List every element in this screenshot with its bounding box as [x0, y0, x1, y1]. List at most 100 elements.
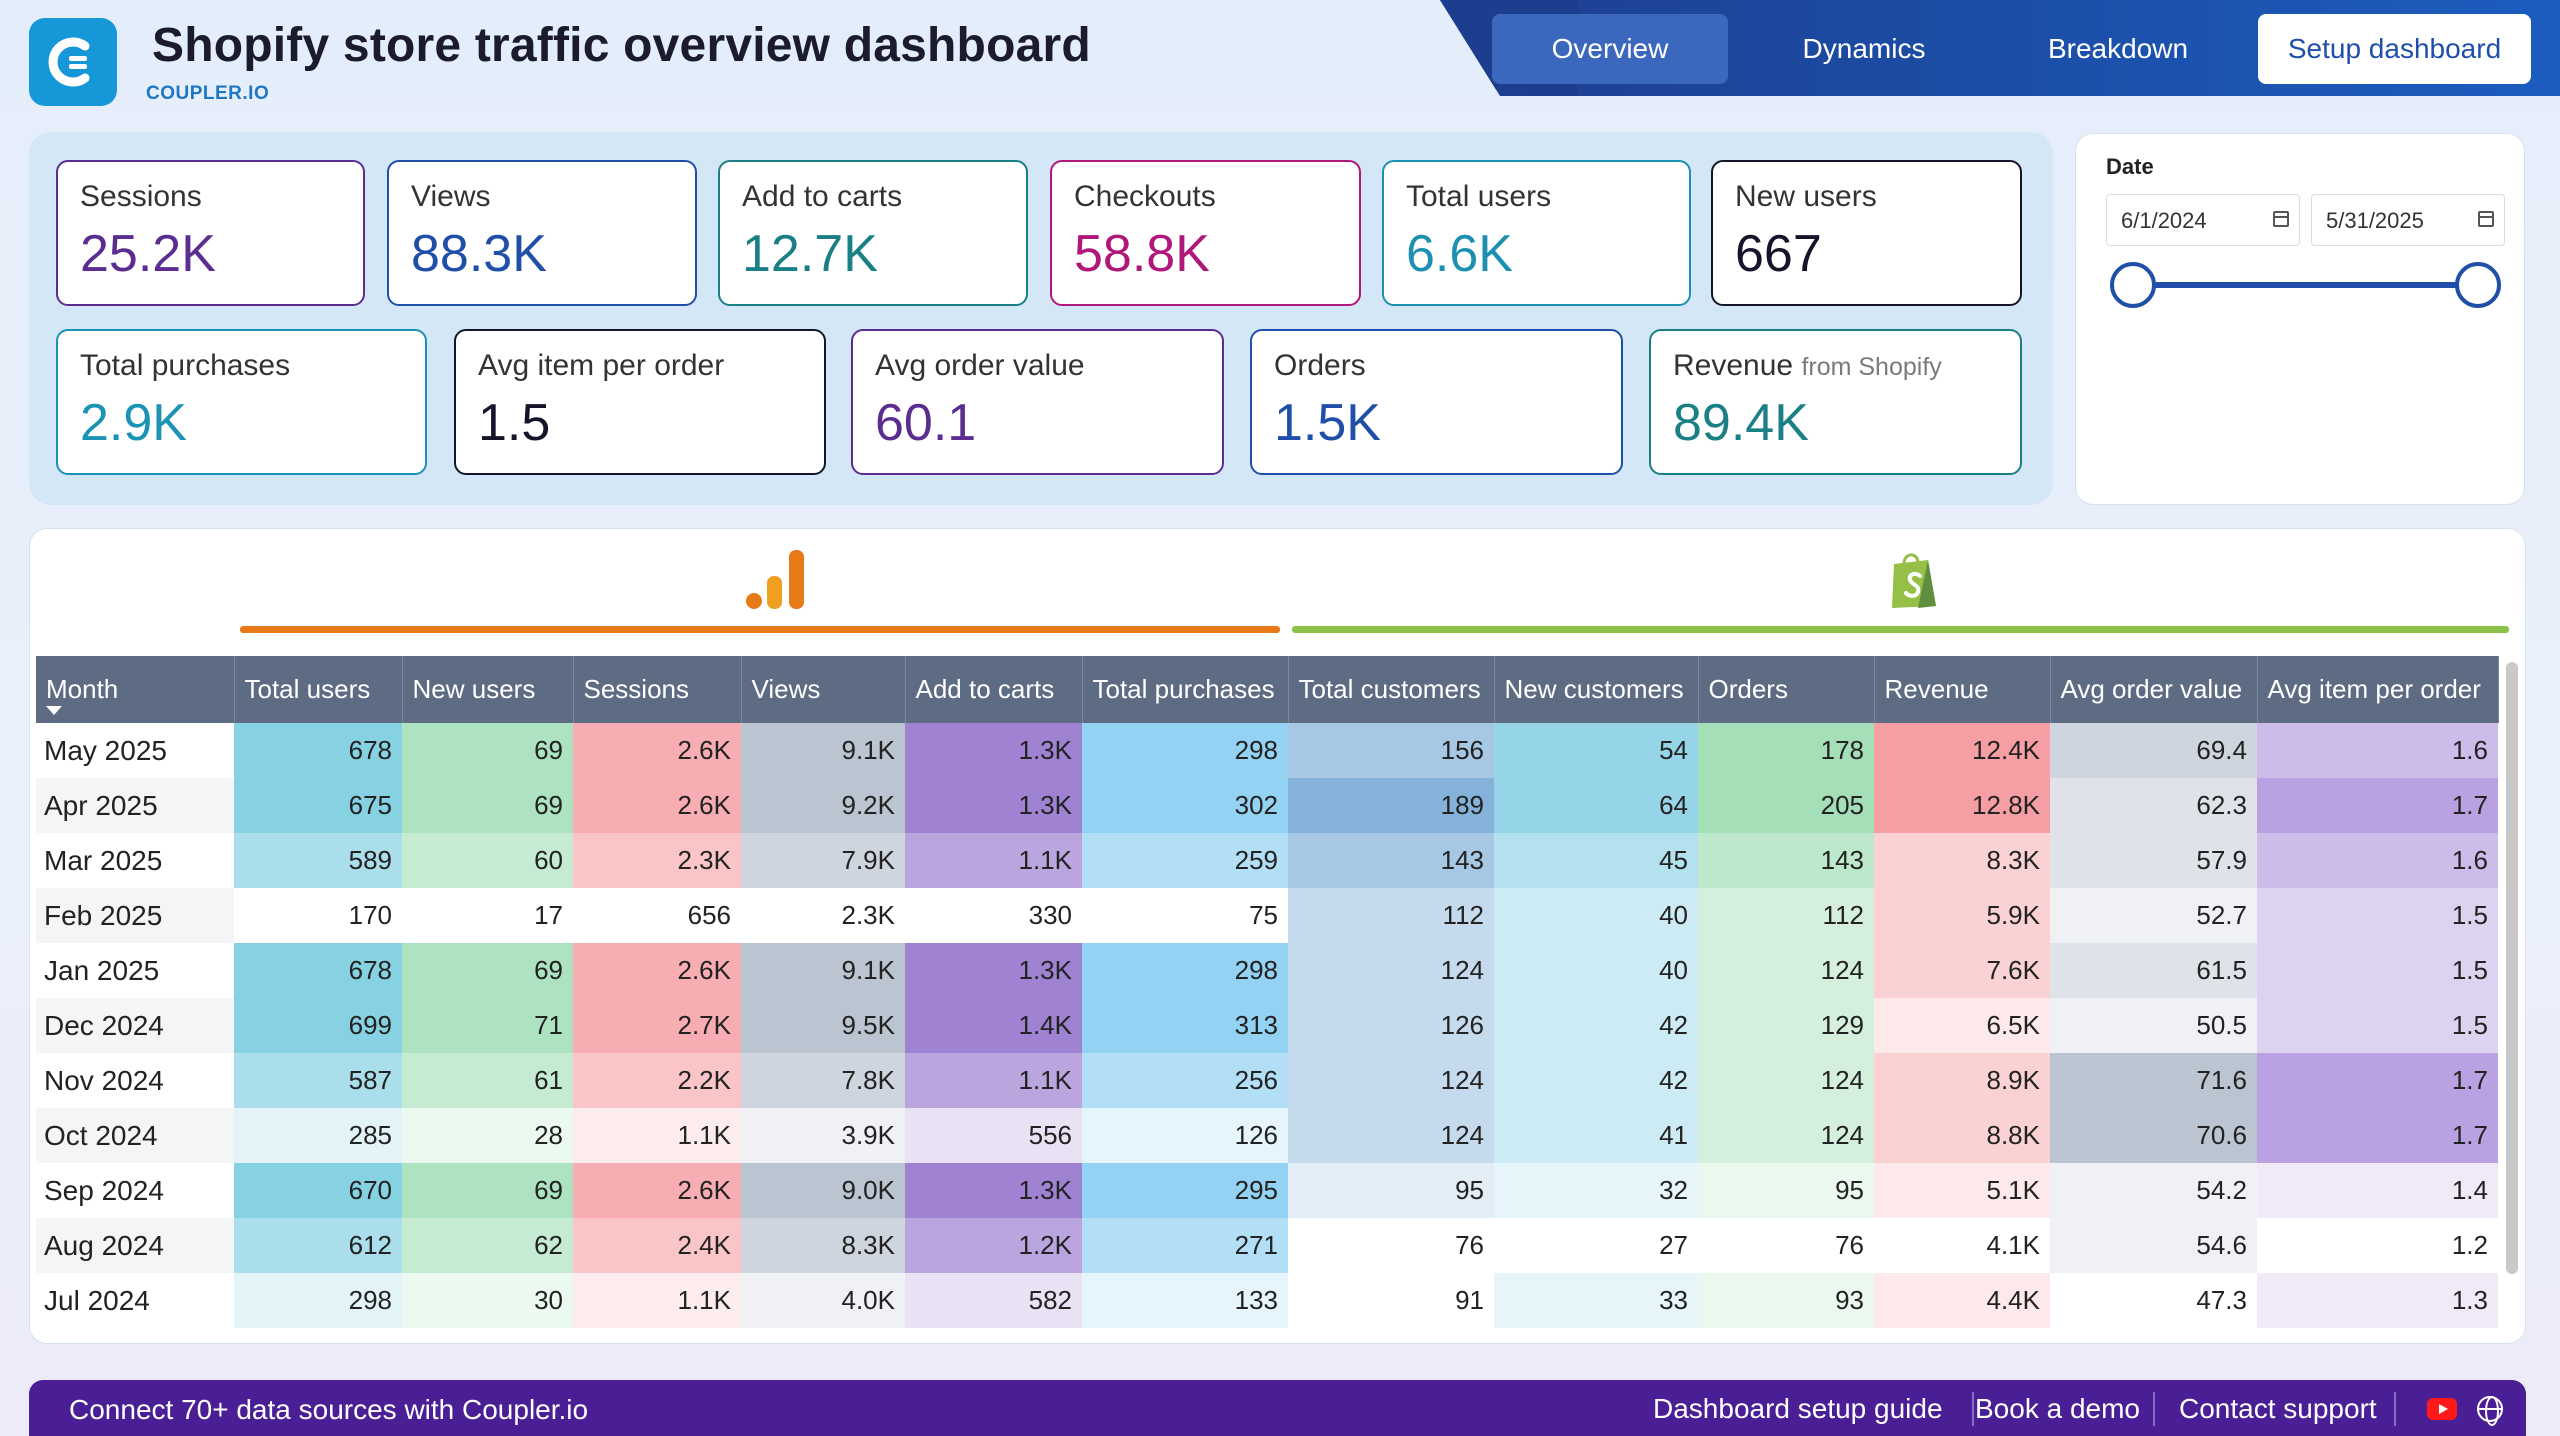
table-cell: 1.7 — [2257, 1108, 2498, 1163]
table-cell: 5.1K — [1874, 1163, 2050, 1218]
column-header[interactable]: Total customers — [1288, 656, 1495, 723]
column-header[interactable]: Views — [741, 656, 906, 723]
tab-overview[interactable]: Overview — [1492, 14, 1728, 84]
table-cell: 1.1K — [905, 1053, 1082, 1108]
kpi-card-avg-order-value: Avg order value 60.1 — [851, 329, 1224, 475]
table-row[interactable]: Feb 2025 170 17 656 2.3K 330 75 112 40 112 5.9K 52.… — [36, 888, 2498, 943]
book-demo-link[interactable]: Book a demo — [1975, 1393, 2140, 1424]
coupler-logo — [29, 18, 117, 106]
table-row[interactable]: Mar 2025 589 60 2.3K 7.9K 1.1K 259 143 45 143 8.3K… — [36, 833, 2498, 888]
kpi-card-total-purchases: Total purchases 2.9K — [56, 329, 427, 475]
table-cell: 70.6 — [2050, 1108, 2257, 1163]
table-cell: 124 — [1288, 943, 1494, 998]
table-cell: 1.1K — [573, 1108, 741, 1163]
table-cell: 30 — [402, 1273, 573, 1328]
column-header[interactable]: Avg order value — [2050, 656, 2258, 723]
table-cell: 1.3 — [2257, 1273, 2498, 1328]
table-row[interactable]: May 2025 678 69 2.6K 9.1K 1.3K 298 156 54 178 12.4… — [36, 723, 2498, 778]
sort-descending-icon[interactable] — [46, 706, 62, 715]
kpi-card-views: Views 88.3K — [387, 160, 697, 306]
column-header[interactable]: Sessions — [573, 656, 742, 723]
table-cell: 6.5K — [1874, 998, 2050, 1053]
date-filter-label: Date — [2106, 154, 2154, 179]
table-cell: 40 — [1494, 943, 1698, 998]
table-cell: 556 — [905, 1108, 1082, 1163]
table-cell: 8.8K — [1874, 1108, 2050, 1163]
kpi-card-add-to-carts: Add to carts 12.7K — [718, 160, 1028, 306]
coupler-logo-icon — [48, 37, 90, 87]
youtube-icon[interactable] — [2427, 1398, 2457, 1420]
brand-subtitle: COUPLER.IO — [146, 83, 270, 104]
table-cell: 69 — [402, 943, 573, 998]
table-cell: 95 — [1288, 1163, 1494, 1218]
column-header[interactable]: Avg item per order — [2257, 656, 2499, 723]
table-cell: 124 — [1698, 943, 1874, 998]
table-cell: 60 — [402, 833, 573, 888]
table-cell: 9.2K — [741, 778, 905, 833]
table-cell: 41 — [1494, 1108, 1698, 1163]
table-cell: 1.3K — [905, 723, 1082, 778]
table-cell: 678 — [234, 723, 402, 778]
footer-connect-text: Connect 70+ data sources with Coupler.io — [69, 1394, 589, 1425]
column-header-label: Total purchases — [1092, 674, 1275, 704]
tab-dynamics[interactable]: Dynamics — [1802, 33, 1926, 64]
date-start-input[interactable]: 6/1/2024 — [2106, 194, 2300, 246]
kpi-label: Sessions — [80, 180, 202, 213]
column-header[interactable]: Total purchases — [1082, 656, 1289, 723]
kpi-card-sessions: Sessions 25.2K — [56, 160, 365, 306]
table-cell: 27 — [1494, 1218, 1698, 1273]
kpi-value: 2.9K — [80, 394, 187, 452]
table-row[interactable]: Apr 2025 675 69 2.6K 9.2K 1.3K 302 189 64 205 12.8… — [36, 778, 2498, 833]
kpi-value: 89.4K — [1673, 394, 1809, 452]
setup-dashboard-button[interactable]: Setup dashboard — [2258, 14, 2531, 84]
column-header-label: Month — [46, 674, 119, 704]
table-cell: 205 — [1698, 778, 1874, 833]
tab-breakdown[interactable]: Breakdown — [2047, 33, 2189, 64]
table-scrollbar[interactable] — [2506, 662, 2518, 1274]
setup-guide-link[interactable]: Dashboard setup guide — [1653, 1393, 1943, 1424]
column-header[interactable]: Total users — [234, 656, 403, 723]
table-cell: 156 — [1288, 723, 1494, 778]
table-row[interactable]: Jul 2024 298 30 1.1K 4.0K 582 133 91 33 93 4.4K 47.… — [36, 1273, 2498, 1328]
table-cell: 1.4 — [2257, 1163, 2498, 1218]
table-cell: 3.9K — [741, 1108, 905, 1163]
table-cell: 656 — [573, 888, 741, 943]
calendar-icon[interactable] — [2478, 211, 2494, 227]
table-cell: 2.6K — [573, 723, 741, 778]
table-row[interactable]: Oct 2024 285 28 1.1K 3.9K 556 126 124 41 124 8.8K 7… — [36, 1108, 2498, 1163]
table-cell: 8.3K — [1874, 833, 2050, 888]
date-range-end-handle[interactable] — [2455, 262, 2501, 308]
table-cell: 12.4K — [1874, 723, 2050, 778]
table-cell: 95 — [1698, 1163, 1874, 1218]
column-header[interactable]: Add to carts — [905, 656, 1083, 723]
kpi-card-revenue: Revenue from Shopify 89.4K — [1649, 329, 2022, 475]
table-cell: 178 — [1698, 723, 1874, 778]
column-header[interactable]: New users — [402, 656, 574, 723]
shopify-section-line — [1292, 626, 2509, 633]
table-row[interactable]: Aug 2024 612 62 2.4K 8.3K 1.2K 271 76 27 76 4.1K 54… — [36, 1218, 2498, 1273]
globe-icon[interactable] — [2477, 1396, 2503, 1426]
column-header[interactable]: Revenue — [1874, 656, 2051, 723]
month-cell: Feb 2025 — [36, 888, 234, 943]
table-row[interactable]: Jan 2025 678 69 2.6K 9.1K 1.3K 298 124 40 124 7.6K… — [36, 943, 2498, 998]
column-header[interactable]: Month — [36, 656, 235, 723]
column-header[interactable]: Orders — [1698, 656, 1875, 723]
date-end-input[interactable]: 5/31/2025 — [2311, 194, 2505, 246]
table-cell: 582 — [905, 1273, 1082, 1328]
date-range-start-handle[interactable] — [2110, 262, 2156, 308]
table-cell: 57.9 — [2050, 833, 2257, 888]
table-row[interactable]: Dec 2024 699 71 2.7K 9.5K 1.4K 313 126 42 129 6.5K… — [36, 998, 2498, 1053]
footer-divider — [2394, 1392, 2396, 1426]
date-range-slider-track[interactable] — [2134, 282, 2474, 288]
table-row[interactable]: Nov 2024 587 61 2.2K 7.8K 1.1K 256 124 42 124 8.9K… — [36, 1053, 2498, 1108]
contact-support-link[interactable]: Contact support — [2179, 1393, 2377, 1424]
calendar-icon[interactable] — [2273, 211, 2289, 227]
column-header-label: Revenue — [1884, 674, 1989, 704]
table-row[interactable]: Sep 2024 670 69 2.6K 9.0K 1.3K 295 95 32 95 5.1K 54… — [36, 1163, 2498, 1218]
column-header-label: Add to carts — [915, 674, 1055, 704]
kpi-label: New users — [1735, 180, 1877, 213]
table-cell: 124 — [1698, 1108, 1874, 1163]
table-header-row: Month Total users New users Sessions Views Ad… — [36, 656, 2499, 723]
table-cell: 298 — [234, 1273, 402, 1328]
column-header[interactable]: New customers — [1494, 656, 1699, 723]
